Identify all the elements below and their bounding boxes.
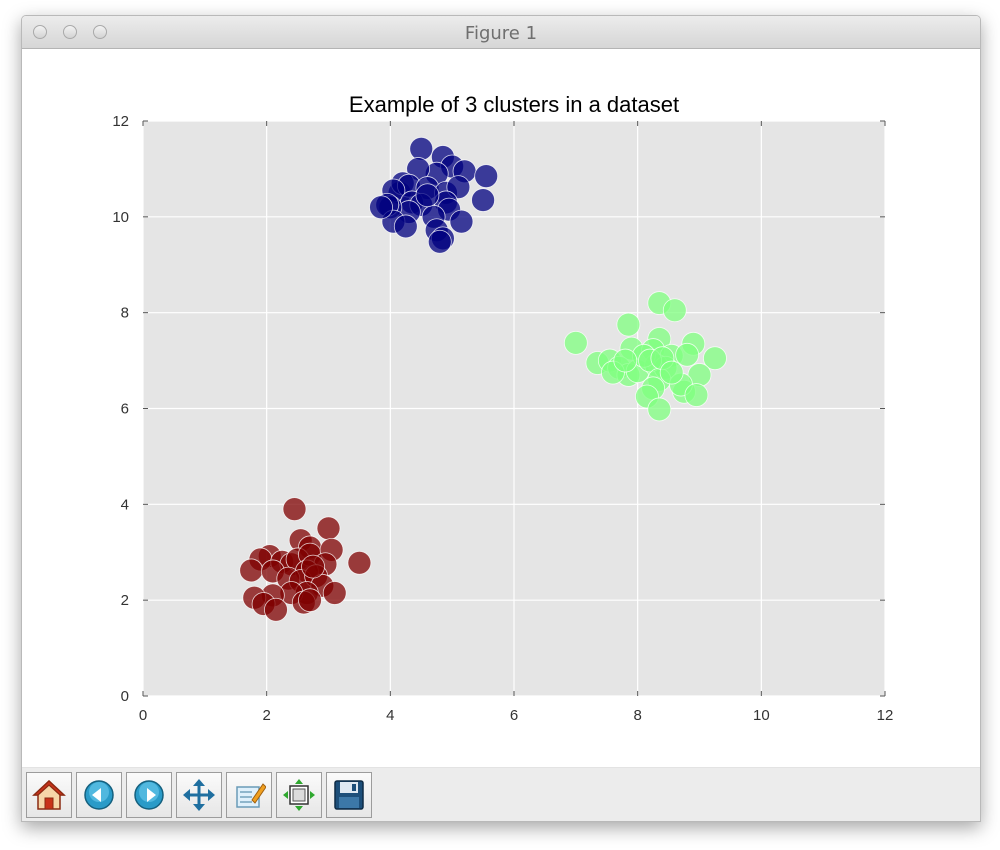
data-point	[471, 188, 495, 212]
scatter-chart: 0 2 4 6 8 10 12 0 2 4 6 8 10 12 Example of 3 clusters …	[112, 92, 894, 724]
close-window-button[interactable]	[33, 25, 47, 39]
x-tick-label: 0	[139, 707, 147, 724]
x-tick-label: 12	[877, 707, 894, 724]
zoom-rect-icon	[236, 783, 266, 808]
x-tick-label: 4	[386, 707, 394, 724]
data-point	[322, 581, 347, 605]
home-button[interactable]	[26, 772, 72, 818]
zoom-window-button[interactable]	[93, 25, 107, 39]
data-point	[298, 588, 322, 613]
data-point	[239, 558, 264, 583]
home-icon	[32, 779, 66, 810]
data-point	[659, 360, 684, 385]
subplots-icon	[283, 779, 315, 811]
x-tick-label: 10	[753, 707, 770, 724]
data-point	[415, 183, 440, 208]
window-title: Figure 1	[464, 23, 538, 44]
data-point	[301, 554, 325, 579]
data-point	[647, 397, 672, 422]
data-point	[563, 330, 588, 355]
figure-window: Figure 1 0 2 4 6 8 10 12 0 2 4 6 8 10 12 Example of 3 …	[21, 15, 981, 822]
title-bar: Figure 1	[22, 16, 980, 49]
y-tick-label: 0	[121, 688, 129, 705]
data-point	[703, 346, 727, 371]
data-point	[675, 342, 700, 367]
y-tick-label: 4	[121, 496, 129, 513]
y-tick-label: 6	[121, 401, 129, 418]
y-tick-label: 2	[121, 592, 129, 609]
y-tick-label: 10	[112, 209, 129, 226]
data-point	[474, 164, 499, 189]
data-point	[409, 136, 434, 161]
x-tick-label: 8	[633, 707, 641, 724]
save-button[interactable]	[326, 772, 372, 818]
forward-button[interactable]	[126, 772, 172, 818]
data-point	[616, 312, 641, 337]
back-button[interactable]	[76, 772, 122, 818]
y-tick-label: 12	[112, 113, 129, 130]
figure-canvas[interactable]: 0 2 4 6 8 10 12 0 2 4 6 8 10 12 Example of 3 clusters …	[22, 49, 980, 767]
data-point	[613, 348, 638, 373]
minimize-window-button[interactable]	[63, 25, 77, 39]
data-point	[282, 497, 307, 522]
back-arrow-icon	[84, 780, 114, 810]
data-point	[369, 195, 393, 220]
data-point	[264, 597, 288, 622]
move-arrows-icon	[183, 779, 215, 811]
chart-title: Example of 3 clusters in a dataset	[349, 92, 679, 117]
x-tick-label: 6	[510, 707, 518, 724]
data-point	[449, 209, 474, 234]
data-point	[316, 516, 341, 541]
navigation-toolbar	[22, 767, 980, 821]
data-point	[393, 214, 418, 239]
data-point	[427, 229, 452, 254]
data-point	[662, 298, 687, 323]
forward-arrow-icon	[134, 780, 164, 810]
data-point	[347, 550, 372, 575]
configure-subplots-button[interactable]	[276, 772, 322, 818]
y-tick-label: 8	[121, 305, 129, 322]
pan-button[interactable]	[176, 772, 222, 818]
floppy-disk-icon	[334, 780, 364, 810]
data-point	[684, 383, 709, 407]
zoom-button[interactable]	[226, 772, 272, 818]
x-tick-label: 2	[262, 707, 270, 724]
